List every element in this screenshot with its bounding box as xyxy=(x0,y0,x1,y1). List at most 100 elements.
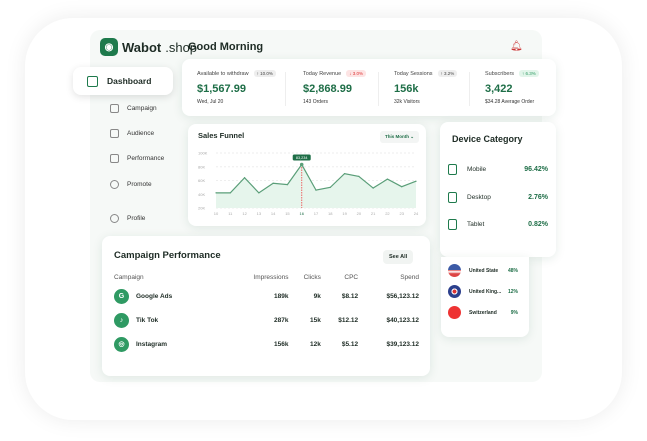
y-tick-label: 60K xyxy=(198,178,205,183)
column-header: Spend xyxy=(400,273,419,281)
y-tick-label: 20K xyxy=(198,206,205,211)
tiktok-icon: ♪ xyxy=(114,312,129,328)
device-row-mobile: Mobile 96.42% xyxy=(448,164,548,175)
audience-icon xyxy=(110,129,119,138)
uk-flag-icon xyxy=(448,285,461,298)
data-point xyxy=(343,173,346,175)
country-row: United State 48% xyxy=(448,264,518,277)
switzerland-flag-icon xyxy=(448,306,461,319)
sidebar-item-audience[interactable]: Audience xyxy=(110,129,154,138)
table-cell: 287k xyxy=(274,316,289,324)
y-tick-label: 100K xyxy=(198,151,208,156)
column-header: Campaign xyxy=(114,273,144,281)
stat-badge: ↑ 10.0% xyxy=(253,70,276,77)
x-tick-label: 13 xyxy=(257,211,262,216)
stat-value: 3,422 xyxy=(485,83,513,95)
performance-icon xyxy=(110,154,119,163)
device-value: 96.42% xyxy=(524,166,548,173)
country-name: Switzerland xyxy=(469,309,497,316)
mobile-icon xyxy=(448,164,457,175)
bell-icon[interactable]: 🔔︎ xyxy=(510,41,523,52)
device-category-title: Device Category xyxy=(452,134,523,144)
table-cell: $8.12 xyxy=(341,292,359,300)
see-all-button[interactable]: See All xyxy=(383,250,414,264)
sidebar-item-label: Performance xyxy=(127,155,165,162)
divider xyxy=(469,72,470,106)
x-tick-label: 12 xyxy=(242,211,247,216)
stat-card: Subscribers ↑ 6.3% 3,422 $34.28 Average Ord… xyxy=(485,70,539,105)
desktop-icon xyxy=(448,192,457,203)
data-point xyxy=(329,186,331,188)
table-cell: $5.12 xyxy=(341,340,359,348)
stat-badge: ↑ 6.3% xyxy=(519,70,539,77)
x-tick-label: 11 xyxy=(228,211,233,216)
country-value: 9% xyxy=(510,309,518,316)
y-tick-label: 80K xyxy=(198,164,205,169)
tooltip-text: 83,234 xyxy=(296,156,308,160)
device-value: 0.82% xyxy=(528,221,548,228)
sidebar-item-label: Campaign xyxy=(127,105,157,112)
instagram-icon: ◎ xyxy=(114,336,129,352)
device-label: Desktop xyxy=(467,194,491,201)
data-point xyxy=(215,192,217,194)
table-cell: 12k xyxy=(310,340,321,348)
stat-label: Subscribers xyxy=(485,70,515,77)
country-name: United King... xyxy=(469,288,502,295)
x-tick-label: 24 xyxy=(414,211,419,216)
stat-value: 156k xyxy=(394,83,419,95)
x-tick-label: 21 xyxy=(371,211,376,216)
campaign-name: Google Ads xyxy=(136,292,173,300)
x-tick-label: 14 xyxy=(271,211,276,216)
range-value: This Month xyxy=(385,134,409,139)
sidebar-item-dashboard[interactable]: Dashboard xyxy=(73,67,173,95)
sidebar-item-profile[interactable]: Profile xyxy=(110,214,145,223)
tablet-icon xyxy=(448,219,457,230)
stat-label: Today Revenue xyxy=(303,70,342,77)
stat-label: Available to withdraw xyxy=(197,70,249,77)
stat-sub: 143 Orders xyxy=(303,99,329,105)
data-point xyxy=(272,182,274,184)
country-value: 48% xyxy=(507,267,518,274)
table-cell: $40,123.12 xyxy=(386,316,419,324)
column-header: CPC xyxy=(344,273,359,281)
data-point xyxy=(299,162,304,167)
sidebar-item-label: Promote xyxy=(127,181,152,188)
table-row[interactable]: G Google Ads 189k 9k $8.12 $56,123.12 xyxy=(114,284,419,308)
profile-icon xyxy=(110,214,119,223)
column-header: Clicks xyxy=(303,273,321,281)
data-point xyxy=(358,175,360,177)
sidebar-item-campaign[interactable]: Campaign xyxy=(110,104,157,113)
range-select[interactable]: This Month ⌄ xyxy=(380,131,420,143)
sales-funnel-title: Sales Funnel xyxy=(198,131,245,140)
campaign-title: Campaign Performance xyxy=(114,250,221,261)
sidebar-item-performance[interactable]: Performance xyxy=(110,154,164,163)
column-header: Impressions xyxy=(253,273,289,281)
brand-name: Wabot xyxy=(122,39,162,55)
us-flag-icon xyxy=(448,264,461,277)
table-row[interactable]: ◎ Instagram 156k 12k $5.12 $39,123.12 xyxy=(114,332,419,356)
google-icon: G xyxy=(114,288,129,304)
stat-card: Available to withdraw ↑ 10.0% $1,567.99 Wed… xyxy=(197,70,276,105)
data-point xyxy=(229,192,231,194)
logo[interactable]: ◉ Wabot .shop xyxy=(100,38,197,56)
data-point xyxy=(243,177,246,179)
sidebar-item-promote[interactable]: Promote xyxy=(110,180,152,189)
promote-icon xyxy=(110,180,119,189)
campaign-table: Campaign Impressions Clicks CPC Spend G Google… xyxy=(114,270,419,356)
data-point xyxy=(372,187,374,189)
y-tick-label: 40K xyxy=(198,192,205,197)
device-label: Tablet xyxy=(467,221,485,228)
stats-card xyxy=(182,59,556,116)
device-row-desktop: Desktop 2.76% xyxy=(448,192,548,203)
x-tick-label: 19 xyxy=(342,211,347,216)
sidebar-item-label: Dashboard xyxy=(107,76,152,86)
x-tick-label: 23 xyxy=(399,211,404,216)
x-tick-label: 18 xyxy=(328,211,333,216)
brand-suffix: .shop xyxy=(165,39,198,55)
country-value: 12% xyxy=(507,288,518,295)
table-cell: 189k xyxy=(274,292,289,300)
table-row[interactable]: ♪ Tik Tok 287k 15k $12.12 $40,123.12 xyxy=(114,308,419,332)
device-value: 2.76% xyxy=(528,194,548,201)
x-tick-label: 15 xyxy=(285,211,290,216)
data-point xyxy=(415,180,417,182)
